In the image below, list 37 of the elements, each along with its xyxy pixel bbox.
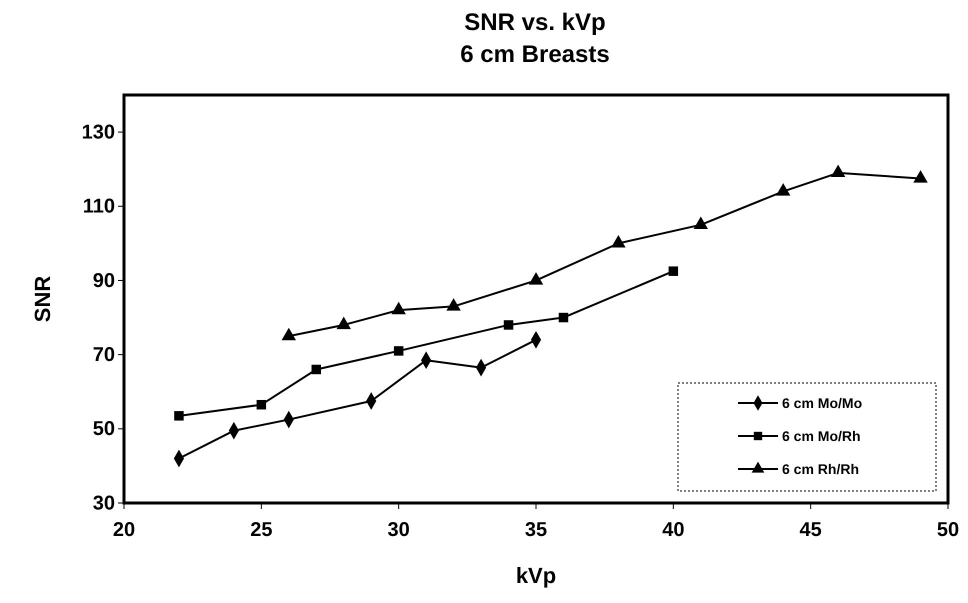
point <box>446 298 461 311</box>
x-axis-title: kVp <box>516 563 556 588</box>
x-tick-label: 40 <box>662 519 684 541</box>
point <box>913 170 928 183</box>
x-tick-label: 30 <box>388 519 410 541</box>
x-tick-label: 20 <box>112 519 136 541</box>
point <box>694 216 708 229</box>
legend-label: 6 cm Rh/Rh <box>782 461 860 477</box>
x-tick-label: 50 <box>936 519 960 541</box>
point <box>282 328 296 340</box>
x-tick-label: 35 <box>524 519 548 541</box>
y-axis-title: SNR <box>30 276 55 322</box>
point <box>776 183 790 196</box>
y-tick-label: 50 <box>92 418 115 440</box>
legend-label: 6 cm Mo/Mo <box>782 395 862 411</box>
point <box>312 364 322 374</box>
chart-subtitle: 6 cm Breasts <box>460 41 610 68</box>
point <box>668 266 678 276</box>
legend-label: 6 cm Mo/Rh <box>782 428 861 444</box>
point <box>391 302 406 314</box>
y-tick-label: 30 <box>92 492 115 514</box>
y-tick-label: 70 <box>92 344 115 366</box>
x-tick-label: 45 <box>800 519 822 541</box>
point <box>830 164 846 178</box>
point <box>174 411 184 421</box>
point <box>394 346 404 356</box>
point <box>504 320 514 330</box>
point <box>256 400 266 410</box>
y-tick-label: 130 <box>82 121 115 144</box>
point <box>336 316 351 330</box>
point <box>528 272 544 285</box>
point <box>558 312 568 322</box>
point <box>611 235 626 248</box>
y-tick-label: 110 <box>82 196 115 218</box>
x-tick-label: 25 <box>250 519 272 541</box>
chart-title: SNR vs. kVp <box>464 9 606 36</box>
y-tick-label: 90 <box>92 270 115 292</box>
